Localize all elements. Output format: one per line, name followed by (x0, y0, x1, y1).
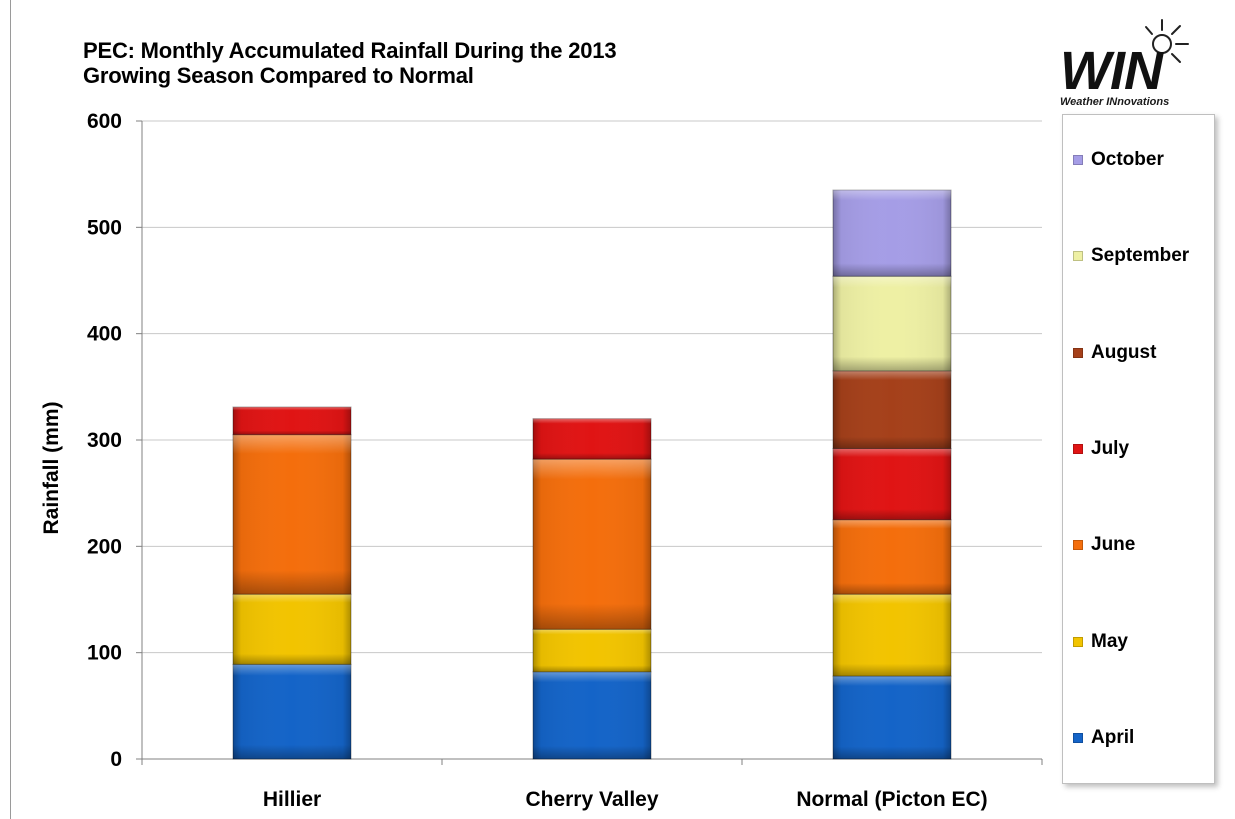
win-logo: WIN Weather INnovations (1058, 14, 1213, 112)
legend-item-october: October (1073, 148, 1164, 172)
legend-label: August (1091, 341, 1157, 363)
logo-text: WIN (1060, 41, 1163, 101)
legend-swatch (1073, 251, 1083, 262)
bar-segment (832, 593, 952, 677)
legend-label: June (1091, 534, 1136, 556)
x-tick-label: Cherry Valley (525, 788, 658, 811)
x-tick-label: Hillier (263, 788, 321, 811)
bar-segment (832, 275, 952, 372)
bar-segment (232, 663, 352, 760)
legend-item-april: April (1073, 726, 1134, 750)
legend-swatch (1073, 540, 1083, 551)
legend-item-august: August (1073, 341, 1156, 365)
logo-tagline: Weather INnovations (1060, 96, 1170, 108)
legend-item-june: June (1073, 533, 1135, 557)
chart-title: PEC: Monthly Accumulated Rainfall During… (83, 38, 843, 88)
legend-swatch (1073, 155, 1083, 165)
y-tick-label: 300 (87, 429, 122, 452)
legend-label: September (1091, 245, 1190, 267)
bar-segment (532, 671, 652, 760)
legend-item-july: July (1073, 437, 1129, 461)
y-tick-label: 600 (87, 110, 122, 133)
chart-title-line-2: Growing Season Compared to Normal (83, 63, 474, 88)
legend-swatch (1073, 443, 1083, 454)
x-tick-label: Normal (Picton EC) (796, 788, 987, 811)
legend-label: October (1091, 149, 1164, 170)
bar-segment (532, 458, 652, 630)
bar-segment (832, 519, 952, 595)
bar-segment (832, 189, 952, 277)
bar-segment (532, 628, 652, 673)
y-axis-label: Rainfall (mm) (40, 401, 63, 534)
legend-swatch (1073, 347, 1083, 358)
chart-title-line-1: PEC: Monthly Accumulated Rainfall During… (83, 38, 617, 63)
bars (232, 189, 952, 760)
legend-item-may: May (1073, 630, 1128, 654)
y-tick-label: 400 (87, 323, 122, 346)
bar-segment (832, 370, 952, 450)
sun-icon (1145, 19, 1189, 63)
bar-segment (532, 418, 652, 460)
bar-segment (232, 434, 352, 595)
legend-label: April (1091, 726, 1135, 748)
legend-label: May (1091, 630, 1128, 652)
bar-segment (832, 448, 952, 521)
chart-legend: October September August July June May April (1062, 114, 1215, 784)
legend-item-september: September (1073, 244, 1189, 268)
y-tick-label: 0 (110, 748, 122, 771)
y-tick-label: 100 (87, 642, 122, 665)
left-edge-line (10, 0, 11, 819)
legend-label: July (1091, 437, 1130, 459)
y-tick-label: 200 (87, 535, 122, 558)
axis-labels: 0 100 200 300 400 500 600 Rainfall (mm) Hillier C… (40, 110, 988, 811)
bar-segment (832, 675, 952, 760)
bar-segment (232, 406, 352, 436)
legend-swatch (1073, 732, 1083, 743)
legend-swatch (1073, 636, 1083, 647)
bar-segment (232, 593, 352, 665)
y-tick-label: 500 (87, 216, 122, 239)
